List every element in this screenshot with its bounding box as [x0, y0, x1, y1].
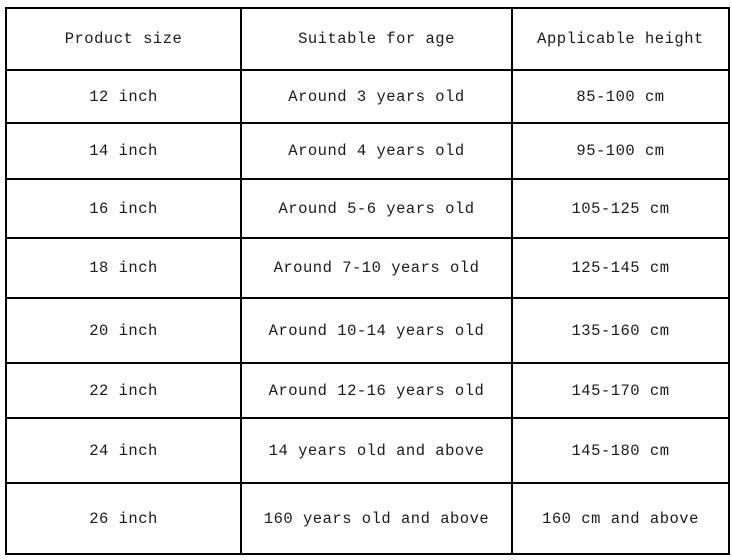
table-cell: Around 5-6 years old	[240, 178, 513, 239]
table-cell: Around 4 years old	[240, 122, 513, 180]
table-cell: Around 10-14 years old	[240, 297, 513, 364]
column-header-product-size: Product size	[5, 7, 242, 71]
table-cell: 85-100 cm	[511, 69, 730, 124]
table-cell: 135-160 cm	[511, 297, 730, 364]
table-cell: 160 years old and above	[240, 482, 513, 555]
table-row: 22 inch Around 12-16 years old 145-170 cm	[5, 362, 730, 419]
table-row: 12 inch Around 3 years old 85-100 cm	[5, 69, 730, 124]
table-cell: 26 inch	[5, 482, 242, 555]
table-cell: 125-145 cm	[511, 237, 730, 299]
table-cell: 22 inch	[5, 362, 242, 419]
table-cell: 14 years old and above	[240, 417, 513, 484]
table-row: 14 inch Around 4 years old 95-100 cm	[5, 122, 730, 180]
table-cell: 160 cm and above	[511, 482, 730, 555]
table-cell: Around 12-16 years old	[240, 362, 513, 419]
table-cell: Around 7-10 years old	[240, 237, 513, 299]
table-cell: 12 inch	[5, 69, 242, 124]
table-row: 24 inch 14 years old and above 145-180 cm	[5, 417, 730, 484]
table-cell: 24 inch	[5, 417, 242, 484]
table-row: 18 inch Around 7-10 years old 125-145 cm	[5, 237, 730, 299]
table-cell: 20 inch	[5, 297, 242, 364]
header-row: Product size Suitable for age Applicable h…	[5, 7, 730, 71]
table-cell: Around 3 years old	[240, 69, 513, 124]
table-row: 16 inch Around 5-6 years old 105-125 cm	[5, 178, 730, 239]
table-row: 20 inch Around 10-14 years old 135-160 cm	[5, 297, 730, 364]
table-cell: 105-125 cm	[511, 178, 730, 239]
table-cell: 14 inch	[5, 122, 242, 180]
column-header-applicable-height: Applicable height	[511, 7, 730, 71]
table-cell: 18 inch	[5, 237, 242, 299]
column-header-suitable-for-age: Suitable for age	[240, 7, 513, 71]
table-cell: 145-170 cm	[511, 362, 730, 419]
table-cell: 95-100 cm	[511, 122, 730, 180]
table-row: 26 inch 160 years old and above 160 cm and…	[5, 482, 730, 555]
size-chart-table: Product size Suitable for age Applicable h…	[5, 7, 730, 555]
table-cell: 16 inch	[5, 178, 242, 239]
table-cell: 145-180 cm	[511, 417, 730, 484]
